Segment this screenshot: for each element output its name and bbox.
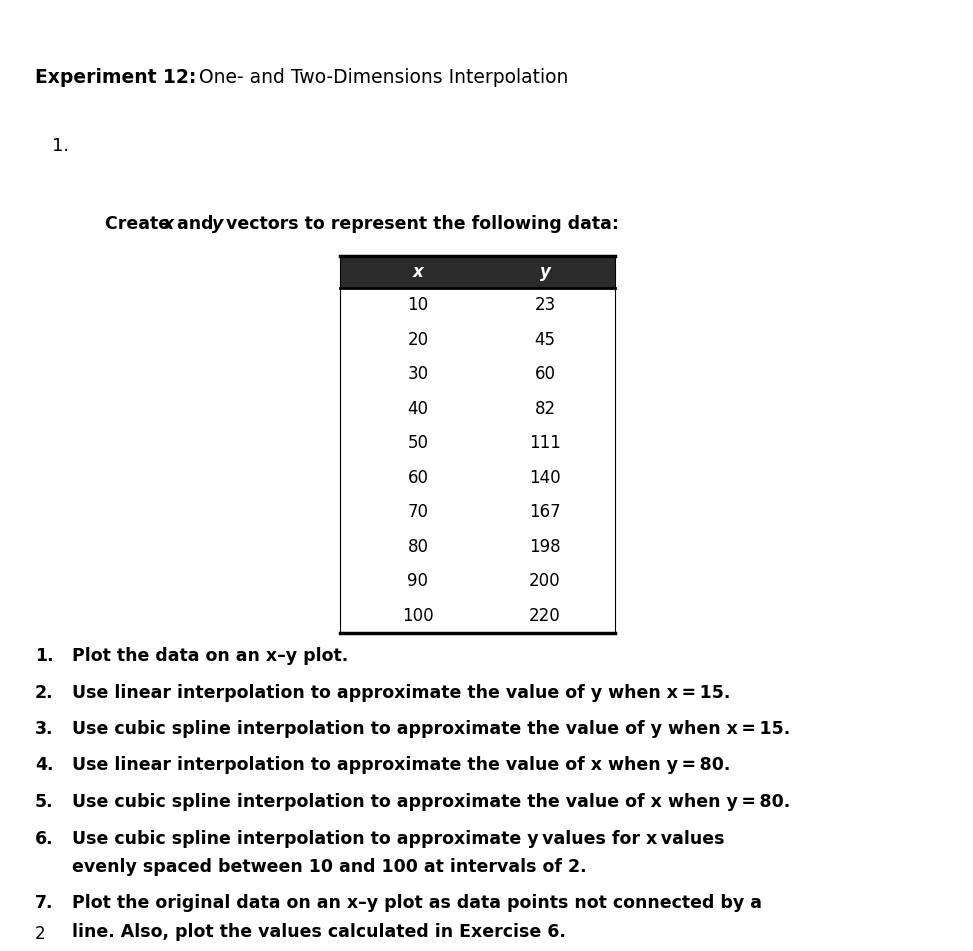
- Text: 40: 40: [408, 399, 428, 417]
- Text: Use cubic spline interpolation to approximate the value of y when x = 15.: Use cubic spline interpolation to approx…: [72, 720, 790, 738]
- Text: and: and: [170, 215, 219, 233]
- Text: Use linear interpolation to approximate the value of y when x = 15.: Use linear interpolation to approximate …: [72, 684, 731, 702]
- Text: 7.: 7.: [35, 895, 54, 913]
- Text: 80: 80: [408, 537, 428, 555]
- Text: 5.: 5.: [35, 793, 54, 811]
- Text: 100: 100: [402, 607, 434, 625]
- Text: 167: 167: [529, 503, 560, 521]
- Text: 2.: 2.: [35, 684, 54, 702]
- Text: One- and Two-Dimensions Interpolation: One- and Two-Dimensions Interpolation: [193, 68, 568, 87]
- Text: y: y: [211, 215, 223, 233]
- Text: Create: Create: [105, 215, 176, 233]
- Text: 70: 70: [408, 503, 428, 521]
- Text: Use cubic spline interpolation to approximate y values for x values: Use cubic spline interpolation to approx…: [72, 829, 725, 847]
- Text: 111: 111: [529, 435, 561, 453]
- Text: x: x: [413, 263, 423, 281]
- Text: Plot the data on an x–y plot.: Plot the data on an x–y plot.: [72, 647, 348, 665]
- Text: 198: 198: [529, 537, 560, 555]
- Text: 45: 45: [534, 331, 556, 349]
- Text: 20: 20: [408, 331, 428, 349]
- Text: 82: 82: [534, 399, 556, 417]
- Text: 50: 50: [408, 435, 428, 453]
- Text: 200: 200: [529, 573, 560, 591]
- Text: x: x: [162, 215, 173, 233]
- Text: 90: 90: [408, 573, 428, 591]
- Text: line. Also, plot the values calculated in Exercise 6.: line. Also, plot the values calculated i…: [72, 923, 566, 941]
- Text: 4.: 4.: [35, 756, 54, 774]
- Text: 10: 10: [408, 297, 428, 314]
- Text: 3.: 3.: [35, 720, 54, 738]
- Text: 1.: 1.: [52, 137, 69, 155]
- Text: Experiment 12:: Experiment 12:: [35, 68, 197, 87]
- Text: evenly spaced between 10 and 100 at intervals of 2.: evenly spaced between 10 and 100 at inte…: [72, 858, 587, 876]
- Text: y: y: [540, 263, 551, 281]
- Text: 60: 60: [534, 365, 556, 383]
- Text: 6.: 6.: [35, 829, 54, 847]
- Text: 140: 140: [529, 469, 560, 487]
- Text: 23: 23: [534, 297, 556, 314]
- Text: vectors to represent the following data:: vectors to represent the following data:: [220, 215, 619, 233]
- Text: 2: 2: [35, 925, 46, 943]
- Text: 220: 220: [529, 607, 560, 625]
- Text: Plot the original data on an x–y plot as data points not connected by a: Plot the original data on an x–y plot as…: [72, 895, 762, 913]
- Bar: [340, 256, 615, 288]
- Text: 60: 60: [408, 469, 428, 487]
- Text: Use cubic spline interpolation to approximate the value of x when y = 80.: Use cubic spline interpolation to approx…: [72, 793, 790, 811]
- Text: 30: 30: [408, 365, 428, 383]
- Text: Use linear interpolation to approximate the value of x when y = 80.: Use linear interpolation to approximate …: [72, 756, 731, 774]
- Text: 1.: 1.: [35, 647, 54, 665]
